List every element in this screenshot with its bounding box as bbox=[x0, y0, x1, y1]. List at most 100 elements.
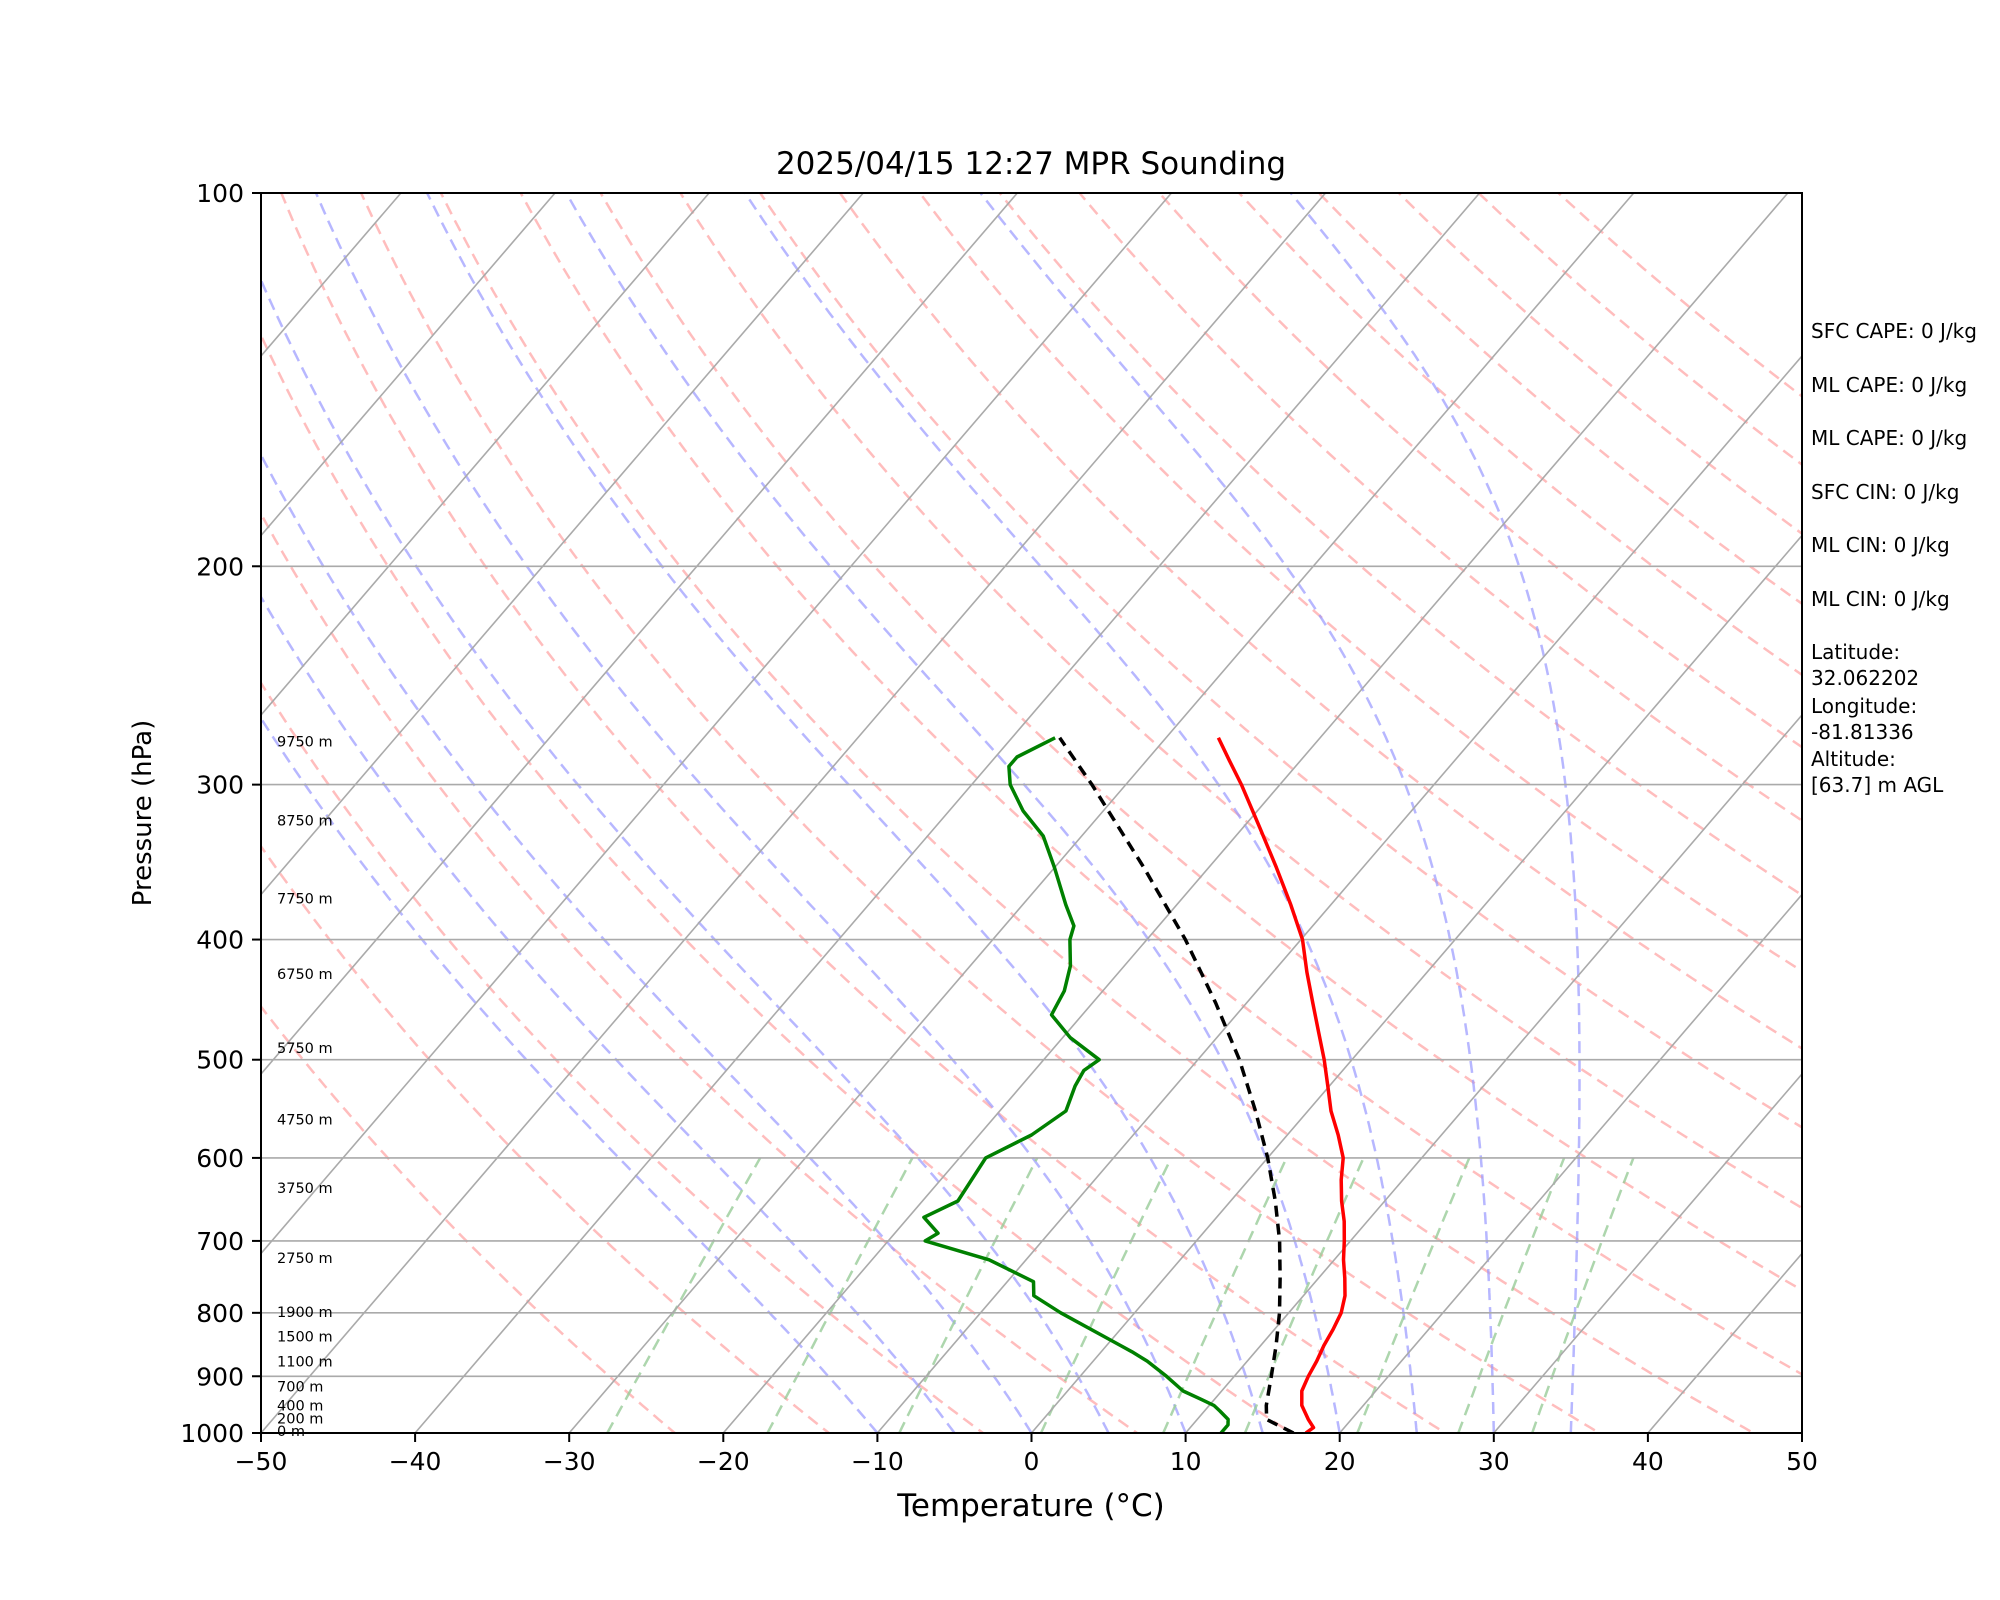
y-axis-label: Pressure (hPa) bbox=[128, 720, 158, 907]
height-label: 1500 m bbox=[277, 1330, 333, 1346]
mixing-ratio-line bbox=[1162, 1157, 1288, 1433]
height-label: 700 m bbox=[277, 1380, 323, 1396]
y-tick-label: 1000 bbox=[180, 1419, 244, 1448]
x-tick-label: −10 bbox=[851, 1447, 904, 1476]
isotherm-line bbox=[261, 193, 402, 358]
mixing-ratio-line bbox=[1457, 1157, 1566, 1433]
y-tick-label: 300 bbox=[196, 771, 244, 800]
y-tick-label: 600 bbox=[196, 1144, 244, 1173]
dry-adiabat-line bbox=[1397, 193, 1802, 536]
mixing-ratio-line bbox=[898, 1157, 1039, 1433]
sounding-parameter: ML CAPE: 0 J/kg bbox=[1811, 372, 1968, 397]
y-tick-label: 400 bbox=[196, 926, 244, 955]
mixing-ratio-line bbox=[606, 1157, 762, 1433]
height-label: 400 m bbox=[277, 1399, 323, 1415]
isotherm-line bbox=[261, 193, 1019, 1076]
sounding-parameter: ML CIN: 0 J/kg bbox=[1811, 586, 1950, 611]
isotherm-line bbox=[1934, 165, 2000, 1459]
moist-adiabat-line bbox=[979, 193, 1496, 1433]
dry-adiabat-line bbox=[678, 193, 1802, 1210]
dry-adiabat-line bbox=[758, 193, 1802, 1129]
height-label: 200 m bbox=[277, 1412, 323, 1428]
height-label: 8750 m bbox=[277, 814, 333, 830]
dry-adiabat-line bbox=[1476, 193, 1802, 467]
y-tick-label: 200 bbox=[196, 552, 244, 581]
height-label: 2750 m bbox=[277, 1251, 333, 1267]
dry-adiabat-line bbox=[439, 193, 1757, 1433]
isotherm-line bbox=[1646, 1252, 1802, 1433]
dry-adiabat-line bbox=[279, 193, 1448, 1433]
dry-adiabat-line bbox=[261, 511, 1140, 1433]
y-tick-label: 500 bbox=[196, 1046, 244, 1075]
height-label: 7750 m bbox=[277, 892, 333, 908]
height-label: 0 m bbox=[277, 1424, 305, 1440]
isotherm-line bbox=[414, 193, 1481, 1433]
sounding-parameter: SFC CIN: 0 J/kg bbox=[1811, 479, 1960, 504]
x-tick-label: −30 bbox=[543, 1447, 596, 1476]
x-tick-label: 50 bbox=[1786, 1447, 1818, 1476]
height-label: 4750 m bbox=[277, 1113, 333, 1129]
mixing-ratio-line bbox=[766, 1157, 914, 1433]
isotherm-line bbox=[1338, 893, 1802, 1433]
x-tick-label: 30 bbox=[1478, 1447, 1510, 1476]
isotherm-line bbox=[261, 193, 865, 896]
dry-adiabat-line bbox=[599, 193, 1802, 1292]
dry-adiabat-line bbox=[1237, 193, 1802, 677]
dry-adiabat-line bbox=[261, 844, 831, 1433]
temperature-profile bbox=[1216, 737, 1347, 1433]
isotherm-line bbox=[261, 193, 711, 717]
height-label: 3750 m bbox=[277, 1181, 333, 1197]
moist-adiabat-line bbox=[425, 193, 1264, 1433]
dry-adiabat-line bbox=[1077, 193, 1802, 823]
y-tick-label: 100 bbox=[196, 179, 244, 208]
x-tick-label: −50 bbox=[235, 1447, 288, 1476]
x-tick-label: 0 bbox=[1024, 1447, 1040, 1476]
dry-adiabat-line bbox=[359, 193, 1602, 1433]
height-label: 5750 m bbox=[277, 1041, 333, 1057]
sounding-parameter: ML CAPE: 0 J/kg bbox=[1811, 426, 1968, 450]
x-tick-label: −20 bbox=[697, 1447, 750, 1476]
isotherm-line bbox=[261, 193, 557, 537]
dry-adiabat-line bbox=[998, 193, 1802, 897]
height-label: 6750 m bbox=[277, 967, 333, 983]
mixing-ratio-line bbox=[1531, 1157, 1635, 1433]
moist-adiabat-line bbox=[261, 277, 1110, 1433]
moist-adiabat-line bbox=[1289, 193, 1581, 1433]
y-tick-label: 900 bbox=[196, 1362, 244, 1391]
mixing-ratio-line bbox=[1039, 1157, 1173, 1433]
dry-adiabat-line bbox=[261, 332, 1294, 1433]
x-tick-label: 40 bbox=[1632, 1447, 1664, 1476]
x-tick-label: 20 bbox=[1324, 1447, 1356, 1476]
height-label: 1100 m bbox=[277, 1355, 333, 1371]
height-label: 9750 m bbox=[277, 735, 333, 751]
x-tick-label: 10 bbox=[1170, 1447, 1202, 1476]
moist-adiabat-line bbox=[314, 193, 1187, 1433]
moist-adiabat-line bbox=[261, 452, 1033, 1433]
chart-title: 2025/04/15 12:27 MPR Sounding bbox=[776, 146, 1286, 182]
dry-adiabat-line bbox=[918, 193, 1802, 973]
isotherm-line bbox=[568, 193, 1635, 1433]
isotherm-line bbox=[261, 193, 1173, 1255]
moist-adiabat-line bbox=[261, 716, 879, 1433]
dry-adiabat-line bbox=[838, 193, 1802, 1050]
y-tick-label: 700 bbox=[196, 1227, 244, 1256]
sounding-parameter: Latitude: 32.062202 bbox=[1811, 640, 1920, 690]
isotherm-line bbox=[1492, 1072, 1802, 1433]
dry-adiabat-line bbox=[1556, 193, 1802, 398]
mixing-ratio-line bbox=[1243, 1157, 1365, 1433]
sounding-parameter: SFC CAPE: 0 J/kg bbox=[1811, 319, 1977, 343]
sounding-parameter: Longitude: -81.81336 bbox=[1811, 693, 1918, 744]
dry-adiabat-line bbox=[261, 1004, 677, 1433]
parcel-profile bbox=[1058, 736, 1295, 1433]
isotherm-line bbox=[261, 193, 1327, 1433]
isotherm-line bbox=[1184, 713, 1802, 1433]
isotherm-line bbox=[1800, 1431, 1802, 1433]
isotherm-line bbox=[876, 354, 1802, 1433]
sounding-parameter: Altitude: [63.7] m AGL bbox=[1811, 747, 1944, 797]
dry-adiabat-line bbox=[261, 680, 986, 1433]
sounding-parameter: ML CIN: 0 J/kg bbox=[1811, 533, 1950, 557]
moist-adiabat-line bbox=[565, 193, 1341, 1433]
x-tick-label: −40 bbox=[389, 1447, 442, 1476]
x-axis-label: Temperature (°C) bbox=[896, 1488, 1165, 1524]
